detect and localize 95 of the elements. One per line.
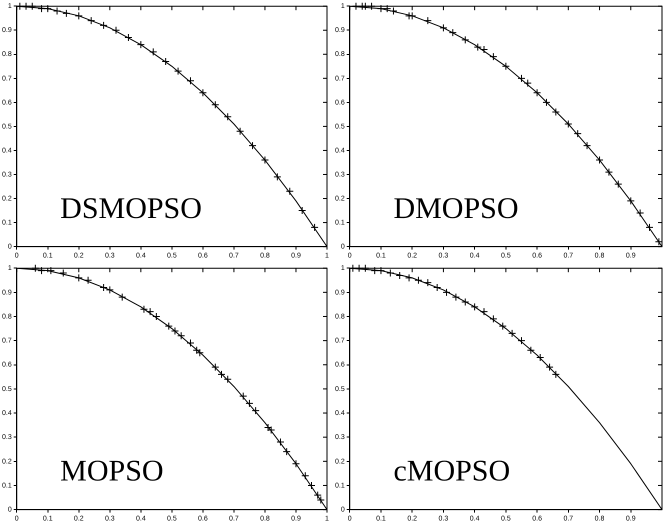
point [442,288,451,296]
point [526,346,535,354]
point [646,223,654,232]
point [211,100,220,109]
point [286,187,294,196]
point [164,322,173,330]
point [498,322,507,330]
point [452,293,460,302]
point [614,180,622,188]
point [542,98,550,106]
point [574,130,582,138]
point [502,62,510,70]
point [152,312,160,320]
annotation: MOPSO [60,454,164,488]
point [252,406,260,415]
point [186,76,194,85]
point [87,16,96,25]
point [489,314,498,323]
point [136,40,145,49]
point [59,269,68,278]
point [112,26,120,34]
point [461,298,470,306]
point [170,326,179,335]
point [124,33,132,42]
point [84,276,92,284]
point [583,142,592,150]
point [546,363,554,372]
point [370,266,379,275]
point [177,332,186,340]
point [424,16,432,25]
point [596,156,604,164]
point [489,52,498,61]
point [74,274,83,282]
annotation: DMOPSO [393,192,518,225]
point [211,363,220,372]
point [604,168,613,176]
point [552,370,560,378]
point [100,21,108,30]
point [149,48,158,56]
point [517,336,526,345]
point [38,4,46,13]
point [44,4,52,13]
point [461,36,470,44]
point [448,28,457,37]
point [517,74,526,82]
point [636,208,644,217]
point [564,120,572,128]
point [74,12,83,20]
point [218,370,226,378]
point [292,460,300,468]
point [267,426,276,434]
point [480,308,488,316]
point [439,24,448,32]
point [264,424,272,432]
point [396,271,404,280]
annotation: DSMOPSO [60,192,202,225]
point [245,399,254,408]
point [53,7,62,16]
point [186,339,194,348]
point [307,481,316,490]
point [198,88,207,97]
point [224,112,232,121]
point [414,276,422,284]
point [196,348,204,357]
point [470,302,479,311]
point [386,269,394,278]
point [524,79,532,88]
point [405,274,414,282]
annotation: cMOPSO [393,454,510,488]
point [62,9,70,18]
point [162,57,170,66]
point [424,278,432,287]
point [626,196,635,205]
point [192,346,201,354]
point [301,472,310,480]
point [239,392,248,400]
point [236,127,244,136]
point [46,266,55,275]
point [224,375,232,384]
point [552,108,560,116]
point [260,156,269,164]
point [433,284,442,292]
point [248,142,257,150]
point [376,266,385,275]
point [118,293,126,302]
point [298,206,306,215]
point [310,223,319,232]
point [273,172,282,181]
point [508,329,516,338]
point [282,448,291,456]
point [276,438,284,446]
point [174,67,182,76]
point [533,88,542,97]
point [536,354,544,362]
point [376,4,385,13]
